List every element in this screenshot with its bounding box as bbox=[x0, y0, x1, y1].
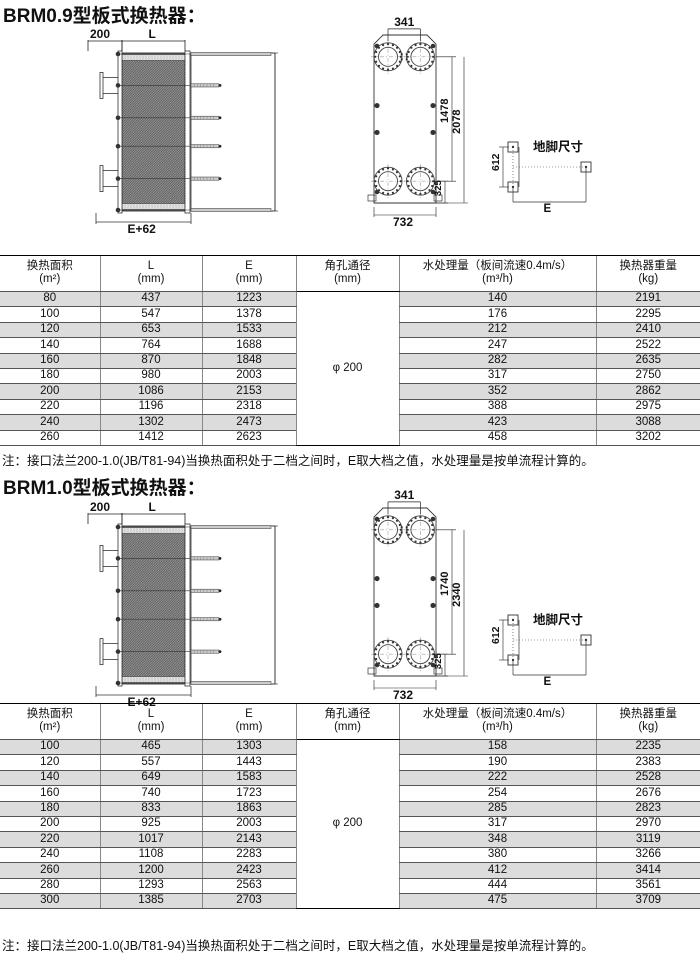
svg-text:2078: 2078 bbox=[451, 109, 463, 133]
svg-text:2340: 2340 bbox=[451, 582, 463, 606]
svg-text:E+62: E+62 bbox=[128, 222, 157, 236]
svg-text:612: 612 bbox=[490, 626, 502, 644]
svg-text:L: L bbox=[149, 500, 156, 514]
svg-text:E: E bbox=[544, 676, 552, 688]
svg-text:1478: 1478 bbox=[439, 99, 451, 123]
svg-text:200: 200 bbox=[90, 500, 110, 514]
svg-text:地脚尺寸: 地脚尺寸 bbox=[533, 139, 583, 154]
svg-text:732: 732 bbox=[393, 215, 413, 229]
svg-text:341: 341 bbox=[394, 16, 414, 29]
svg-text:325: 325 bbox=[433, 180, 444, 197]
svg-text:地脚尺寸: 地脚尺寸 bbox=[533, 612, 583, 627]
svg-text:341: 341 bbox=[394, 489, 414, 502]
svg-text:1740: 1740 bbox=[439, 572, 451, 596]
svg-text:612: 612 bbox=[490, 153, 502, 171]
svg-text:L: L bbox=[149, 27, 156, 41]
svg-text:732: 732 bbox=[393, 688, 413, 702]
svg-text:325: 325 bbox=[433, 653, 444, 670]
svg-text:200: 200 bbox=[90, 27, 110, 41]
svg-text:E: E bbox=[544, 203, 552, 215]
